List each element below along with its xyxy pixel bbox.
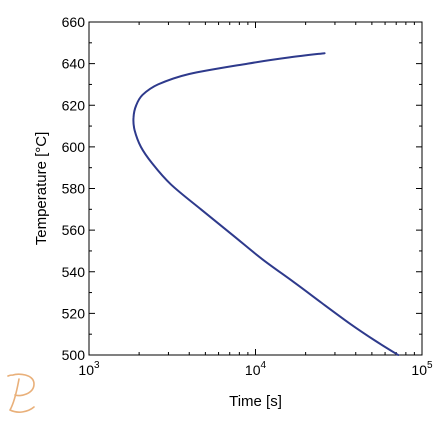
y-tick-label: 560 xyxy=(62,222,86,238)
plot-area-border xyxy=(88,21,423,356)
y-tick-label: 600 xyxy=(62,139,86,155)
x-tick-base: 10 xyxy=(245,362,261,378)
y-tick-label: 620 xyxy=(62,97,86,113)
x-tick-exponent: 5 xyxy=(427,360,433,371)
x-tick-label: 103 xyxy=(78,360,100,378)
x-tick-label: 105 xyxy=(411,360,433,378)
y-tick-label: 660 xyxy=(62,14,86,30)
y-tick-label: 520 xyxy=(62,305,86,321)
series-line xyxy=(132,52,400,356)
y-tick-label: 640 xyxy=(62,56,86,72)
x-tick-exponent: 3 xyxy=(94,360,100,371)
y-axis-label: Temperature [°C] xyxy=(33,132,50,246)
x-tick-base: 10 xyxy=(411,362,427,378)
y-tick-label: 580 xyxy=(62,181,86,197)
series-layer xyxy=(132,52,400,356)
x-axis-label: Time [s] xyxy=(229,393,282,410)
plot-frame xyxy=(88,21,423,356)
x-tick-base: 10 xyxy=(78,362,94,378)
x-tick-label: 104 xyxy=(245,360,267,378)
y-tick-label: 500 xyxy=(62,347,86,363)
y-tick-label: 540 xyxy=(62,264,86,280)
x-tick-exponent: 4 xyxy=(261,360,267,371)
thermo-calc-logo-icon xyxy=(7,373,35,413)
